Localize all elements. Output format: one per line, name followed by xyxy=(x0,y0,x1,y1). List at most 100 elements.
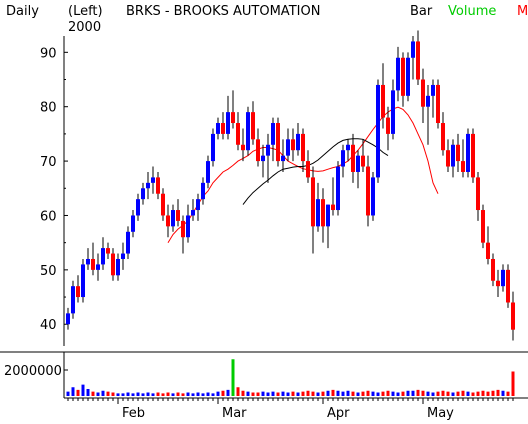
price-tick-label: 50 xyxy=(40,264,57,279)
volume-bar xyxy=(501,390,505,396)
volume-bar xyxy=(481,390,485,396)
month-label: Mar xyxy=(222,406,247,421)
price-bar-down xyxy=(361,155,365,167)
volume-bar xyxy=(176,392,180,396)
price-bar-down xyxy=(176,210,180,221)
year-label: 2000 xyxy=(68,20,101,35)
price-bar-up xyxy=(216,123,220,134)
price-bar-down xyxy=(76,286,80,298)
volume-bar xyxy=(441,390,445,396)
volume-bar xyxy=(191,393,195,396)
volume-bar xyxy=(106,391,110,396)
volume-bar xyxy=(271,391,275,396)
price-bar-up xyxy=(411,41,415,58)
price-bar-down xyxy=(416,41,420,80)
time-axis-ticks: Feb Mar Apr May xyxy=(67,398,514,421)
volume-bar xyxy=(386,390,390,396)
volume-bar xyxy=(261,391,265,396)
price-bar-down xyxy=(256,139,260,162)
volume-bar xyxy=(296,392,300,396)
volume-bar xyxy=(131,393,135,396)
volume-bar xyxy=(126,392,130,396)
volume-bar xyxy=(71,387,75,396)
volume-bar xyxy=(66,391,70,396)
price-bar-up xyxy=(406,57,410,96)
price-tick-label: 60 xyxy=(40,209,57,224)
volume-bar xyxy=(76,389,80,396)
volume-bar xyxy=(371,391,375,396)
volume-bar xyxy=(186,392,190,396)
volume-bar xyxy=(241,390,245,396)
volume-bar xyxy=(251,392,255,396)
volume-bar xyxy=(436,391,440,396)
price-tick-label: 70 xyxy=(40,155,57,170)
price-bar-up xyxy=(196,199,200,211)
price-bar-down xyxy=(236,123,240,145)
volume-bar xyxy=(286,392,290,396)
volume-bar xyxy=(401,391,405,396)
price-bar-down xyxy=(481,210,485,243)
volume-bar xyxy=(211,393,215,396)
price-bar-up xyxy=(186,215,190,238)
volume-bar xyxy=(181,393,185,396)
price-bar-down xyxy=(506,269,510,303)
price-bar-up xyxy=(201,182,205,200)
price-tick-label: 90 xyxy=(40,46,57,61)
moving-average-long-line xyxy=(242,138,389,205)
price-bar-down xyxy=(351,144,355,172)
volume-bar xyxy=(136,392,140,396)
price-bar-down xyxy=(291,139,295,151)
volume-bar xyxy=(466,391,470,396)
volume-bar xyxy=(511,371,515,396)
volume-bar xyxy=(411,390,415,396)
price-bar-up xyxy=(206,161,210,183)
price-bar-down xyxy=(231,112,235,124)
volume-bar xyxy=(316,392,320,396)
price-bar-down xyxy=(446,150,450,167)
volume-bar xyxy=(381,391,385,396)
price-bar-up xyxy=(71,286,75,314)
volume-axis-label: 2000000 xyxy=(4,364,62,379)
price-bar-up xyxy=(466,133,470,172)
price-bar-up xyxy=(391,90,395,134)
volume-bar xyxy=(306,390,310,396)
volume-bar xyxy=(171,393,175,396)
volume-bar xyxy=(86,389,90,396)
volume-bar xyxy=(321,391,325,396)
price-bar-up xyxy=(501,269,505,287)
axis-side-label: (Left) xyxy=(68,4,103,19)
volume-bar xyxy=(116,393,120,396)
price-bar-up xyxy=(371,177,375,216)
volume-bar xyxy=(431,392,435,396)
volume-bar xyxy=(256,392,260,396)
price-bar-up xyxy=(96,264,100,270)
volume-bar xyxy=(426,391,430,396)
price-bar-down xyxy=(301,133,305,162)
volume-bar xyxy=(446,391,450,396)
volume-bar xyxy=(151,393,155,396)
price-bar-up xyxy=(211,133,215,162)
price-bar-up xyxy=(146,182,150,189)
price-bar-down xyxy=(461,161,465,172)
volume-bar xyxy=(236,387,240,396)
volume-bar xyxy=(346,390,350,396)
price-bar-down xyxy=(181,220,185,238)
volume-bar xyxy=(341,391,345,396)
price-bar-down xyxy=(156,177,160,194)
price-bar-down xyxy=(421,79,425,107)
price-tick-label: 40 xyxy=(40,318,57,333)
volume-bar xyxy=(291,391,295,396)
volume-bar xyxy=(461,390,465,396)
price-bar-up xyxy=(326,204,330,227)
volume-bar xyxy=(226,389,230,396)
price-bar-down xyxy=(476,177,480,211)
volume-bar xyxy=(161,393,165,396)
price-bar-down xyxy=(321,199,325,227)
period-label: Daily xyxy=(6,4,39,19)
price-bar-down xyxy=(276,123,280,162)
price-bar-down xyxy=(221,123,225,134)
price-bar-up xyxy=(356,155,360,172)
volume-bar xyxy=(81,384,85,396)
price-bar-up xyxy=(346,144,350,151)
chart-style-label: Bar xyxy=(410,4,433,19)
